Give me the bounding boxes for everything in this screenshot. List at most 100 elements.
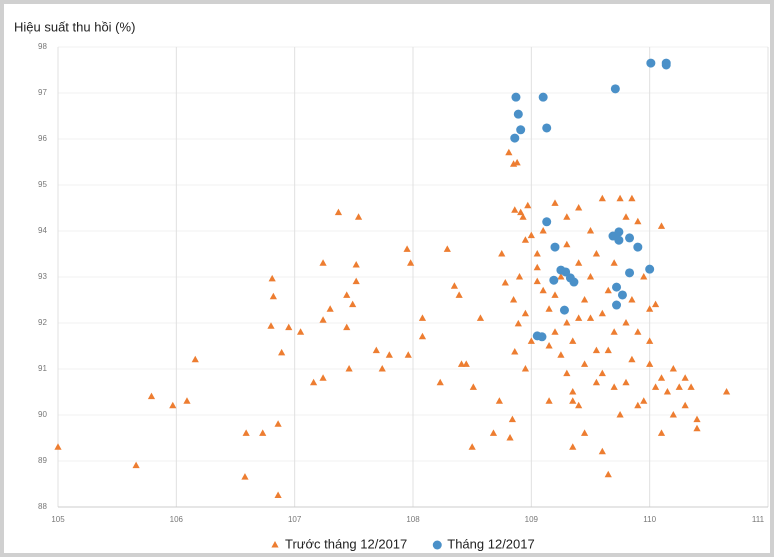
point — [634, 328, 642, 335]
point — [722, 388, 731, 395]
point — [403, 245, 411, 252]
point — [657, 429, 666, 436]
point — [183, 397, 191, 404]
point — [565, 273, 575, 283]
x-tick-label: 106 — [170, 515, 184, 524]
point — [598, 369, 606, 377]
point — [580, 296, 589, 303]
point — [569, 337, 577, 344]
x-tick-label: 105 — [51, 515, 65, 524]
point — [54, 443, 62, 450]
point — [510, 133, 520, 143]
point — [527, 337, 535, 344]
point — [669, 365, 677, 372]
point — [625, 233, 635, 243]
point — [661, 60, 671, 70]
point — [557, 273, 565, 280]
point — [334, 208, 343, 216]
x-tick-label: 108 — [406, 515, 420, 524]
point — [511, 92, 521, 102]
chart-title: Hiệu suất thu hồi (%) — [14, 19, 135, 34]
point — [575, 314, 583, 321]
point — [191, 355, 199, 363]
point — [489, 429, 498, 436]
point — [542, 217, 552, 227]
point — [622, 378, 630, 386]
point — [469, 383, 477, 390]
point — [569, 443, 577, 450]
point — [559, 305, 569, 315]
point — [693, 424, 701, 432]
point — [274, 491, 282, 498]
point — [354, 213, 363, 220]
point — [610, 84, 620, 94]
point — [640, 273, 648, 280]
point — [404, 351, 412, 358]
y-tick-label: 94 — [38, 226, 47, 235]
y-tick-label: 96 — [38, 134, 47, 143]
point — [657, 374, 666, 381]
point — [539, 286, 547, 294]
x-tick-label: 109 — [525, 515, 539, 524]
point — [651, 383, 660, 390]
point — [551, 199, 559, 206]
point — [586, 273, 595, 280]
point — [616, 411, 624, 418]
x-tick-label: 107 — [288, 515, 302, 524]
point — [586, 227, 595, 234]
point — [511, 347, 519, 355]
point — [612, 282, 622, 292]
point — [343, 323, 351, 331]
point — [505, 148, 513, 156]
point — [296, 328, 305, 335]
point — [604, 286, 612, 294]
point — [633, 242, 643, 252]
point — [592, 378, 601, 386]
point — [495, 397, 503, 404]
point — [319, 374, 327, 381]
y-tick-label: 92 — [38, 318, 47, 327]
point — [646, 360, 654, 367]
y-tick-label: 90 — [38, 410, 47, 419]
point — [634, 217, 642, 225]
point — [575, 204, 583, 211]
point — [569, 388, 577, 395]
point — [622, 319, 630, 326]
y-tick-label: 95 — [38, 180, 47, 189]
point — [319, 316, 327, 323]
point — [443, 245, 451, 252]
point — [657, 222, 666, 229]
legend-marker — [271, 541, 279, 548]
point — [147, 392, 156, 400]
point — [545, 397, 553, 404]
point — [646, 305, 654, 312]
point — [610, 259, 618, 266]
point — [476, 314, 485, 321]
point — [563, 319, 571, 326]
point — [241, 473, 249, 480]
point — [267, 322, 275, 329]
point — [521, 236, 530, 243]
point — [604, 346, 612, 354]
point — [511, 206, 519, 213]
point — [537, 332, 547, 342]
point — [533, 250, 541, 257]
point — [563, 213, 571, 220]
x-tick-label: 110 — [643, 515, 656, 524]
point — [586, 314, 595, 321]
point — [418, 314, 427, 321]
point — [551, 328, 559, 335]
point — [669, 411, 677, 418]
legend-label: Trước tháng 12/2017 — [285, 536, 407, 551]
point — [269, 292, 277, 300]
point — [575, 401, 583, 409]
point — [349, 300, 357, 308]
point — [598, 194, 606, 202]
point — [521, 309, 530, 317]
point — [352, 277, 360, 285]
point — [436, 378, 444, 386]
point — [645, 264, 655, 274]
point — [592, 250, 601, 257]
point — [533, 277, 541, 285]
